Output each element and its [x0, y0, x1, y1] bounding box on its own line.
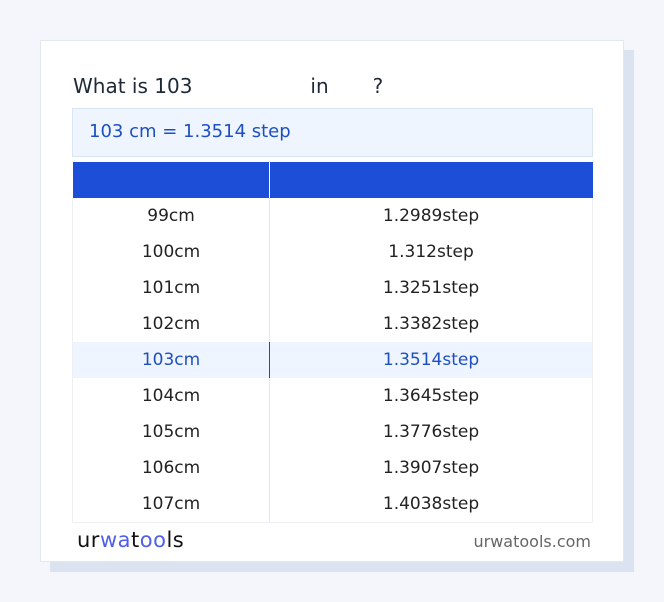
- table-row: 101cm 1.3251step: [71, 270, 593, 306]
- cm-cell: 99cm: [71, 198, 271, 234]
- table-row: 107cm 1.4038step: [71, 486, 593, 523]
- step-cell: 1.3382step: [269, 306, 593, 342]
- result-box: 103 cm = 1.3514 step: [72, 108, 593, 157]
- table-row: 103cm 1.3514step: [71, 342, 593, 378]
- step-cell: 1.312step: [269, 234, 593, 270]
- step-cell: 1.3514step: [269, 342, 593, 378]
- cm-cell: 102cm: [71, 306, 271, 342]
- cm-cell: 107cm: [71, 486, 271, 523]
- table-row: 99cm 1.2989step: [71, 198, 593, 234]
- header-step: [269, 162, 593, 198]
- step-cell: 1.3251step: [269, 270, 593, 306]
- step-cell: 1.4038step: [269, 486, 593, 523]
- cm-cell: 105cm: [71, 414, 271, 450]
- title-prefix: What is 103: [73, 74, 193, 98]
- table-row: 100cm 1.312step: [71, 234, 593, 270]
- urwatools-logo[interactable]: urwatools: [77, 528, 185, 552]
- table-row: 105cm 1.3776step: [71, 414, 593, 450]
- table-row: 102cm 1.3382step: [71, 306, 593, 342]
- step-cell: 1.3645step: [269, 378, 593, 414]
- cm-cell: 100cm: [71, 234, 271, 270]
- cm-cell: 103cm: [71, 342, 271, 378]
- converter-card: What is 103 in? 103 cm = 1.3514 step 99cm…: [40, 40, 624, 562]
- step-cell: 1.3776step: [269, 414, 593, 450]
- step-cell: 1.3907step: [269, 450, 593, 486]
- title-suffix: ?: [372, 74, 384, 98]
- site-link[interactable]: urwatools.com: [473, 532, 592, 551]
- title-middle: in: [310, 74, 329, 98]
- step-cell: 1.2989step: [269, 198, 593, 234]
- cm-cell: 104cm: [71, 378, 271, 414]
- cm-cell: 106cm: [71, 450, 271, 486]
- page-title: What is 103 in?: [73, 74, 383, 98]
- table-row: 106cm 1.3907step: [71, 450, 593, 486]
- table-row: 104cm 1.3645step: [71, 378, 593, 414]
- conversion-table: 99cm 1.2989step 100cm 1.312step 101cm 1.3251s…: [71, 162, 593, 523]
- header-cm: [72, 162, 271, 198]
- cm-cell: 101cm: [71, 270, 271, 306]
